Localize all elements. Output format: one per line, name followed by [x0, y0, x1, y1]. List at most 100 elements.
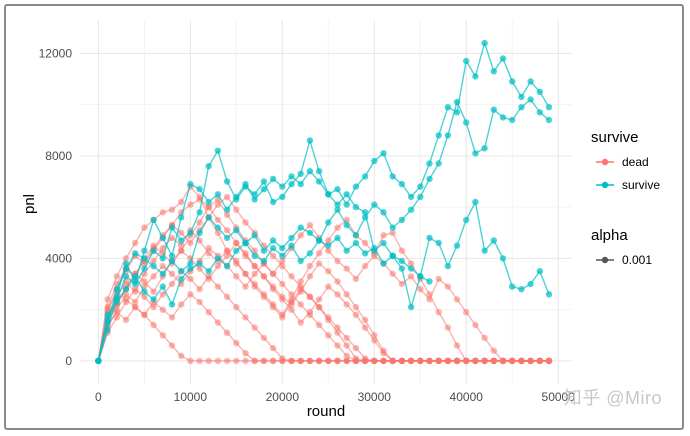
data-point	[380, 232, 387, 239]
data-point	[297, 278, 304, 285]
data-point	[269, 344, 277, 352]
data-point	[279, 183, 286, 190]
data-point	[205, 203, 212, 211]
data-point	[371, 247, 378, 254]
data-point	[187, 265, 194, 272]
data-point	[260, 357, 268, 365]
data-point	[288, 357, 295, 365]
data-point	[444, 324, 452, 331]
data-point	[288, 298, 295, 306]
data-point	[435, 309, 442, 316]
watermark-text: 知乎 @Miro	[563, 388, 662, 408]
data-point	[279, 252, 286, 259]
data-point	[398, 280, 406, 288]
data-point	[242, 283, 249, 290]
data-point	[251, 247, 258, 254]
series-dead	[95, 244, 553, 365]
data-point	[343, 221, 350, 229]
data-point	[426, 278, 433, 285]
x-tick-label: 0	[95, 390, 102, 404]
data-point	[545, 291, 553, 298]
data-point	[168, 252, 176, 259]
data-point	[288, 180, 295, 188]
data-point	[214, 229, 222, 236]
legend-label-alpha-0-001: 0.001	[622, 253, 652, 267]
data-point	[132, 298, 139, 306]
data-point	[518, 357, 525, 365]
series-line	[97, 247, 549, 362]
data-point	[306, 293, 314, 300]
data-point	[233, 227, 240, 234]
data-point	[223, 178, 231, 185]
data-point	[150, 321, 157, 329]
series-line	[97, 198, 549, 362]
data-point	[343, 334, 350, 342]
data-point	[315, 250, 323, 257]
data-point	[187, 180, 194, 188]
data-point	[389, 173, 396, 180]
data-point	[426, 160, 433, 167]
data-point	[371, 252, 378, 259]
data-point	[168, 301, 176, 308]
data-point	[518, 104, 525, 111]
data-point	[196, 186, 203, 193]
data-point	[223, 193, 231, 201]
data-point	[398, 247, 406, 254]
data-point	[223, 211, 231, 218]
data-point	[223, 206, 231, 213]
data-point	[334, 257, 341, 265]
series-line	[97, 241, 549, 362]
x-tick-label: 20000	[266, 390, 300, 404]
data-point	[233, 239, 240, 247]
series-survive	[95, 137, 433, 365]
data-point	[141, 293, 148, 300]
data-point	[178, 301, 185, 308]
data-point	[113, 286, 121, 293]
data-point	[159, 291, 166, 298]
data-point	[325, 268, 332, 275]
data-point	[214, 283, 222, 290]
data-point	[205, 357, 212, 365]
data-point	[527, 96, 534, 103]
data-point	[481, 357, 488, 365]
data-point	[325, 219, 332, 226]
data-point	[407, 273, 415, 280]
data-point	[490, 106, 497, 113]
series-line	[97, 270, 549, 362]
data-point	[334, 186, 341, 193]
data-point	[122, 286, 130, 293]
series-line	[97, 199, 550, 362]
data-point	[196, 357, 203, 365]
data-point	[251, 232, 258, 239]
data-point	[325, 242, 332, 249]
data-point	[297, 319, 304, 326]
data-point	[205, 250, 212, 257]
data-point	[380, 350, 387, 357]
data-point	[463, 216, 470, 224]
series-dead	[95, 196, 553, 365]
data-point	[242, 350, 249, 357]
data-point	[453, 109, 461, 116]
data-point	[499, 255, 507, 262]
data-point	[132, 273, 139, 280]
data-point	[214, 201, 222, 208]
data-point	[104, 306, 111, 313]
data-point	[132, 286, 139, 293]
data-point	[380, 209, 387, 216]
data-point	[435, 239, 442, 247]
data-point	[380, 150, 387, 157]
data-point	[214, 191, 222, 198]
data-point	[187, 357, 194, 365]
data-point	[343, 352, 350, 359]
data-point	[453, 98, 461, 106]
data-point	[306, 168, 314, 175]
data-point	[352, 311, 360, 318]
data-point	[242, 250, 249, 257]
data-point	[490, 237, 497, 244]
data-point	[260, 178, 268, 185]
data-point	[361, 316, 369, 324]
data-point	[334, 324, 341, 331]
data-point	[178, 352, 185, 359]
data-point	[223, 262, 231, 270]
data-point	[389, 357, 396, 365]
